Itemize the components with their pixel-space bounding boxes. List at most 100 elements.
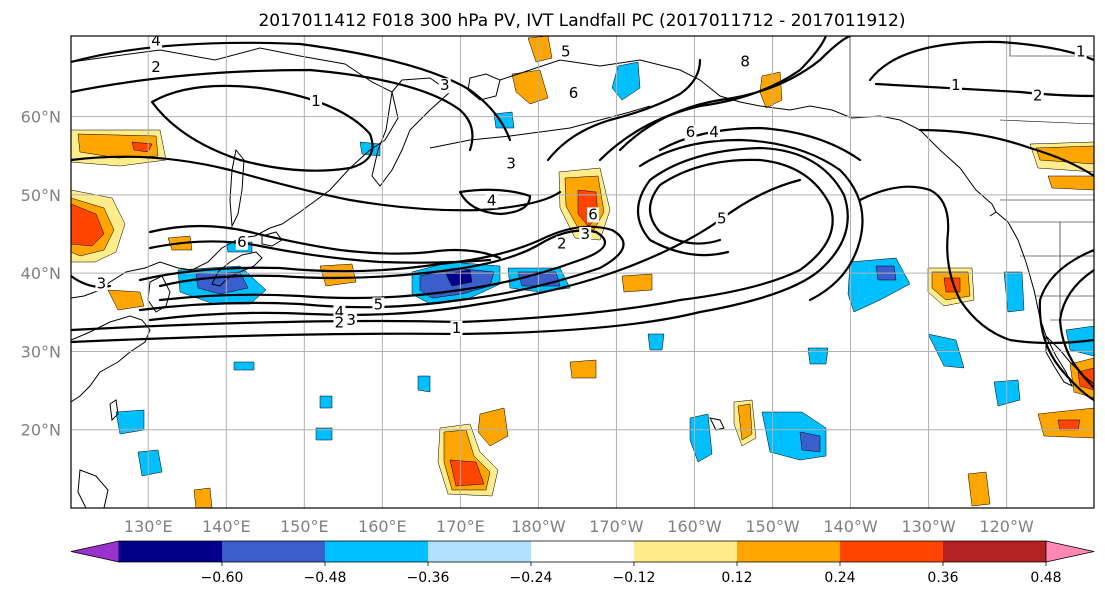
positive-anomaly-region <box>737 403 753 441</box>
colorbar-segment <box>325 541 429 562</box>
colorbar: −0.60 −0.48 −0.36 −0.24 −0.12 0.12 0.24 0.36 0.4… <box>70 540 1095 586</box>
longitude-label: 170°W <box>589 517 644 536</box>
contour-label: 4 <box>335 303 345 321</box>
contour-label: 2 <box>151 58 161 76</box>
contour-label: 6 <box>588 205 598 223</box>
negative-anomaly-region <box>611 61 641 101</box>
longitude-label: 160°E <box>358 517 407 536</box>
coastline-kamchatka <box>371 77 451 187</box>
contour-label-background <box>438 78 451 94</box>
contour-label: 3 <box>506 155 516 173</box>
graticule <box>71 36 1094 508</box>
colorbar-tick-label: 0.12 <box>721 570 752 586</box>
contour-label-background <box>1074 44 1087 60</box>
longitude-label: 140°E <box>202 517 251 536</box>
contour-label-background <box>1031 88 1044 104</box>
coastline-hawaii <box>709 417 725 431</box>
contour-label-background <box>345 313 358 329</box>
coastline-sakhalin <box>229 148 245 228</box>
colorbar-tick-label: −0.12 <box>613 570 656 586</box>
positive-anomaly-region <box>107 289 145 311</box>
contour-label: 4 <box>709 123 719 141</box>
colorbar-segment <box>222 541 326 562</box>
contour-label: 2 <box>557 234 567 252</box>
negative-anomaly-region <box>137 449 163 477</box>
contour-label: 4 <box>151 32 161 50</box>
contour-label: 3 <box>97 274 107 292</box>
negative-anomaly-region <box>319 395 333 409</box>
contour-label: 8 <box>740 53 750 71</box>
negative-anomaly-region <box>799 431 821 453</box>
colorbar-extend-low <box>70 540 120 563</box>
coastline-china <box>71 315 151 403</box>
colorbar-segment <box>634 541 738 562</box>
latitude-label: 50°N <box>21 186 61 205</box>
contour-label: 5 <box>374 295 384 313</box>
latitude-label: 20°N <box>21 421 61 440</box>
contour-label: 6 <box>569 84 579 102</box>
contour-label: 6 <box>237 233 247 251</box>
contour-label: 5 <box>717 209 727 227</box>
pv-contour <box>1058 268 1094 390</box>
coastline-japan <box>211 251 263 287</box>
contour-label: 6 <box>686 123 696 141</box>
contour-label: 1 <box>452 319 462 337</box>
colorbar-tick-label: −0.36 <box>407 570 450 586</box>
longitude-label: 140°W <box>823 517 878 536</box>
chart-title: 2017011412 F018 300 hPa PV, IVT Landfall… <box>258 11 905 31</box>
contour-label-background <box>150 36 163 49</box>
colorbar-segment <box>737 541 841 562</box>
negative-anomaly-region <box>115 409 145 435</box>
pv-contour <box>858 185 1094 345</box>
positive-anomaly-region <box>1047 175 1094 191</box>
colorbar-tick-label: −0.60 <box>201 570 244 586</box>
colorbar-segment <box>119 541 223 562</box>
coastline-alaska <box>499 59 997 217</box>
positive-anomaly-region <box>319 263 357 287</box>
longitude-labels: 130°E 140°E 150°E 160°E 170°E 180°W 170°W 160°W… <box>124 517 1034 536</box>
coastline-taiwan <box>109 399 119 422</box>
colorbar-extend-high <box>1045 540 1095 563</box>
longitude-label: 170°E <box>436 517 485 536</box>
longitude-label: 160°W <box>667 517 722 536</box>
pv-contour <box>71 68 474 152</box>
positive-anomaly-region <box>1035 145 1094 165</box>
contour-label: 1 <box>1076 43 1086 61</box>
negative-anomaly-region <box>417 375 431 393</box>
positive-anomaly-region <box>967 471 991 507</box>
positive-anomaly-region <box>71 203 105 247</box>
latitude-label: 60°N <box>21 108 61 127</box>
pv-contour <box>71 155 562 212</box>
contour-label-background <box>579 226 592 242</box>
colorbar-outline <box>119 540 1046 563</box>
latitude-label: 30°N <box>21 342 61 361</box>
contour-label: 2 <box>1033 86 1043 104</box>
coastline-hokkaido <box>261 231 283 247</box>
pv-contour <box>158 229 607 302</box>
positive-anomaly-region <box>449 459 485 487</box>
contour-label: 3 <box>346 311 356 329</box>
colorbar-segment <box>428 541 532 562</box>
negative-anomaly-region <box>493 111 515 129</box>
coastline-philippines <box>77 469 109 508</box>
positive-anomaly-region <box>193 487 213 508</box>
latitude-label: 40°N <box>21 264 61 283</box>
coastline-baja <box>1045 335 1073 388</box>
colorbar-tick-label: 0.36 <box>927 570 958 586</box>
contour-label-background <box>450 320 463 336</box>
pv-contour <box>71 158 834 332</box>
contour-label: 3 <box>580 225 590 243</box>
pv-contour <box>546 58 702 162</box>
negative-anomaly-region <box>647 333 665 351</box>
pv-contour <box>868 40 1094 82</box>
positive-anomaly-region <box>511 69 549 105</box>
colorbar-segment <box>840 541 944 562</box>
negative-anomaly-region <box>445 269 473 287</box>
positive-anomaly-region <box>759 71 783 109</box>
contour-label: 5 <box>561 43 571 61</box>
contour-label-background <box>235 234 248 250</box>
longitude-label: 130°W <box>901 517 956 536</box>
